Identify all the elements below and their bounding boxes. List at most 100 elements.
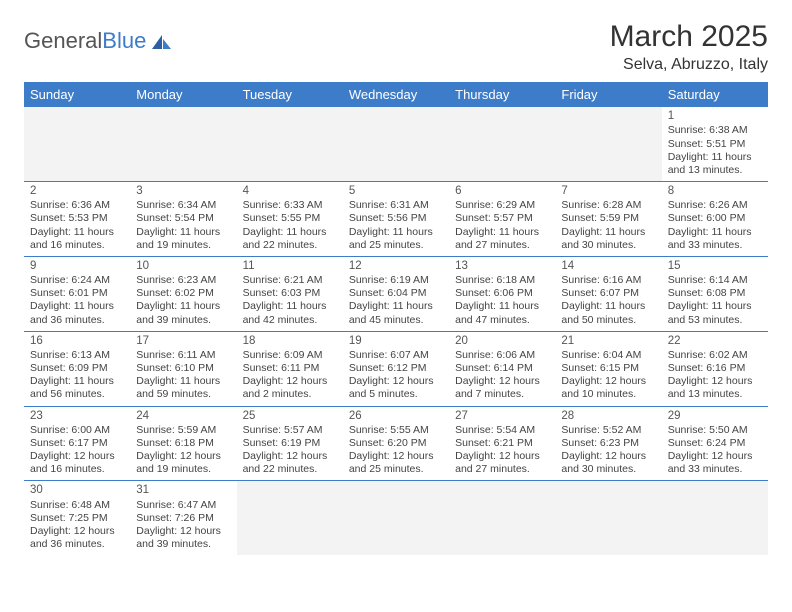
day-number: 30	[30, 483, 124, 497]
sunrise-text: Sunrise: 6:26 AM	[668, 199, 762, 212]
sunrise-text: Sunrise: 6:38 AM	[668, 124, 762, 137]
calendar-cell: 16Sunrise: 6:13 AMSunset: 6:09 PMDayligh…	[24, 331, 130, 406]
calendar-cell: 12Sunrise: 6:19 AMSunset: 6:04 PMDayligh…	[343, 256, 449, 331]
sunset-text: Sunset: 6:15 PM	[561, 362, 655, 375]
day-number: 7	[561, 184, 655, 198]
sunrise-text: Sunrise: 6:34 AM	[136, 199, 230, 212]
day-number: 23	[30, 409, 124, 423]
calendar-cell: 8Sunrise: 6:26 AMSunset: 6:00 PMDaylight…	[662, 181, 768, 256]
sunrise-text: Sunrise: 5:55 AM	[349, 424, 443, 437]
daylight-text: Daylight: 11 hours and 50 minutes.	[561, 300, 655, 326]
day-number: 1	[668, 109, 762, 123]
sunrise-text: Sunrise: 6:28 AM	[561, 199, 655, 212]
day-number: 16	[30, 334, 124, 348]
day-number: 20	[455, 334, 549, 348]
daylight-text: Daylight: 12 hours and 25 minutes.	[349, 450, 443, 476]
logo-text-blue: Blue	[102, 28, 146, 54]
calendar-cell	[24, 107, 130, 181]
daylight-text: Daylight: 12 hours and 30 minutes.	[561, 450, 655, 476]
day-number: 27	[455, 409, 549, 423]
calendar-cell: 10Sunrise: 6:23 AMSunset: 6:02 PMDayligh…	[130, 256, 236, 331]
daylight-text: Daylight: 12 hours and 5 minutes.	[349, 375, 443, 401]
daylight-text: Daylight: 11 hours and 13 minutes.	[668, 151, 762, 177]
day-number: 29	[668, 409, 762, 423]
calendar-cell	[662, 481, 768, 555]
calendar-cell	[555, 107, 661, 181]
sunrise-text: Sunrise: 6:16 AM	[561, 274, 655, 287]
day-number: 17	[136, 334, 230, 348]
title-block: March 2025 Selva, Abruzzo, Italy	[610, 20, 768, 74]
day-number: 19	[349, 334, 443, 348]
daylight-text: Daylight: 12 hours and 39 minutes.	[136, 525, 230, 551]
sunset-text: Sunset: 6:16 PM	[668, 362, 762, 375]
calendar-cell: 26Sunrise: 5:55 AMSunset: 6:20 PMDayligh…	[343, 406, 449, 481]
calendar-cell: 17Sunrise: 6:11 AMSunset: 6:10 PMDayligh…	[130, 331, 236, 406]
calendar-cell: 11Sunrise: 6:21 AMSunset: 6:03 PMDayligh…	[237, 256, 343, 331]
day-number: 3	[136, 184, 230, 198]
header: GeneralBlue March 2025 Selva, Abruzzo, I…	[24, 20, 768, 74]
sunset-text: Sunset: 6:20 PM	[349, 437, 443, 450]
calendar-cell	[343, 107, 449, 181]
day-number: 18	[243, 334, 337, 348]
sunrise-text: Sunrise: 5:54 AM	[455, 424, 549, 437]
day-header: Thursday	[449, 82, 555, 107]
daylight-text: Daylight: 11 hours and 30 minutes.	[561, 226, 655, 252]
calendar-table: Sunday Monday Tuesday Wednesday Thursday…	[24, 82, 768, 555]
daylight-text: Daylight: 11 hours and 25 minutes.	[349, 226, 443, 252]
sunrise-text: Sunrise: 6:13 AM	[30, 349, 124, 362]
sunrise-text: Sunrise: 6:19 AM	[349, 274, 443, 287]
daylight-text: Daylight: 12 hours and 10 minutes.	[561, 375, 655, 401]
sunset-text: Sunset: 6:12 PM	[349, 362, 443, 375]
calendar-cell: 2Sunrise: 6:36 AMSunset: 5:53 PMDaylight…	[24, 181, 130, 256]
calendar-cell: 18Sunrise: 6:09 AMSunset: 6:11 PMDayligh…	[237, 331, 343, 406]
calendar-week-row: 23Sunrise: 6:00 AMSunset: 6:17 PMDayligh…	[24, 406, 768, 481]
daylight-text: Daylight: 11 hours and 36 minutes.	[30, 300, 124, 326]
sunrise-text: Sunrise: 6:23 AM	[136, 274, 230, 287]
sunrise-text: Sunrise: 6:02 AM	[668, 349, 762, 362]
day-number: 14	[561, 259, 655, 273]
sunset-text: Sunset: 6:04 PM	[349, 287, 443, 300]
day-number: 24	[136, 409, 230, 423]
day-number: 22	[668, 334, 762, 348]
month-title: March 2025	[610, 20, 768, 54]
sunset-text: Sunset: 7:25 PM	[30, 512, 124, 525]
calendar-week-row: 2Sunrise: 6:36 AMSunset: 5:53 PMDaylight…	[24, 181, 768, 256]
day-number: 13	[455, 259, 549, 273]
calendar-week-row: 1Sunrise: 6:38 AMSunset: 5:51 PMDaylight…	[24, 107, 768, 181]
sunset-text: Sunset: 6:17 PM	[30, 437, 124, 450]
sunset-text: Sunset: 6:09 PM	[30, 362, 124, 375]
sunset-text: Sunset: 6:02 PM	[136, 287, 230, 300]
day-number: 8	[668, 184, 762, 198]
day-header: Monday	[130, 82, 236, 107]
day-header-row: Sunday Monday Tuesday Wednesday Thursday…	[24, 82, 768, 107]
calendar-cell: 29Sunrise: 5:50 AMSunset: 6:24 PMDayligh…	[662, 406, 768, 481]
sunrise-text: Sunrise: 6:47 AM	[136, 499, 230, 512]
daylight-text: Daylight: 11 hours and 56 minutes.	[30, 375, 124, 401]
sunset-text: Sunset: 6:00 PM	[668, 212, 762, 225]
sunrise-text: Sunrise: 6:09 AM	[243, 349, 337, 362]
day-number: 15	[668, 259, 762, 273]
day-number: 21	[561, 334, 655, 348]
logo-text-general: General	[24, 28, 102, 54]
daylight-text: Daylight: 12 hours and 16 minutes.	[30, 450, 124, 476]
sunset-text: Sunset: 6:14 PM	[455, 362, 549, 375]
sunrise-text: Sunrise: 6:33 AM	[243, 199, 337, 212]
sunrise-text: Sunrise: 5:57 AM	[243, 424, 337, 437]
day-number: 6	[455, 184, 549, 198]
sunrise-text: Sunrise: 6:29 AM	[455, 199, 549, 212]
calendar-cell: 28Sunrise: 5:52 AMSunset: 6:23 PMDayligh…	[555, 406, 661, 481]
day-number: 25	[243, 409, 337, 423]
calendar-cell	[449, 107, 555, 181]
day-header: Wednesday	[343, 82, 449, 107]
sunset-text: Sunset: 6:18 PM	[136, 437, 230, 450]
daylight-text: Daylight: 11 hours and 19 minutes.	[136, 226, 230, 252]
calendar-cell: 20Sunrise: 6:06 AMSunset: 6:14 PMDayligh…	[449, 331, 555, 406]
sunset-text: Sunset: 5:54 PM	[136, 212, 230, 225]
calendar-cell: 5Sunrise: 6:31 AMSunset: 5:56 PMDaylight…	[343, 181, 449, 256]
calendar-cell: 22Sunrise: 6:02 AMSunset: 6:16 PMDayligh…	[662, 331, 768, 406]
calendar-cell	[343, 481, 449, 555]
daylight-text: Daylight: 11 hours and 22 minutes.	[243, 226, 337, 252]
calendar-body: 1Sunrise: 6:38 AMSunset: 5:51 PMDaylight…	[24, 107, 768, 555]
sunrise-text: Sunrise: 6:11 AM	[136, 349, 230, 362]
sunset-text: Sunset: 6:24 PM	[668, 437, 762, 450]
